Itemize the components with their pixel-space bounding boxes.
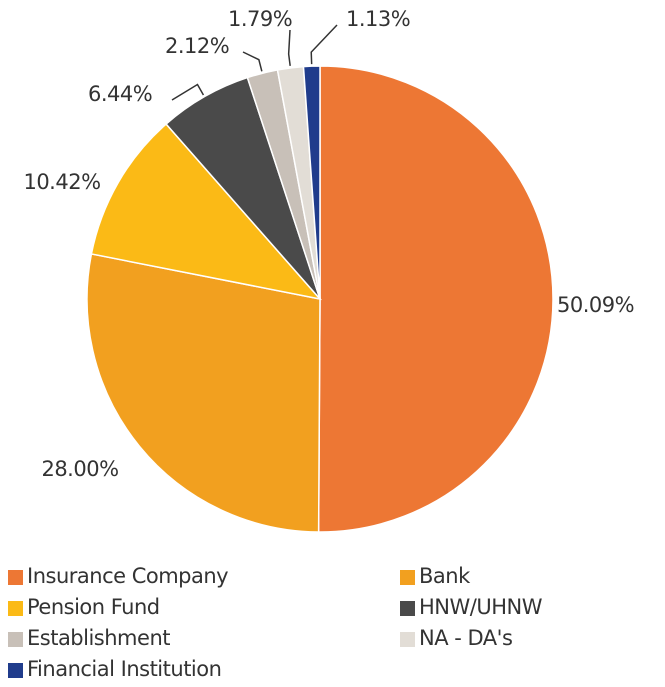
- legend-swatch: [400, 570, 415, 585]
- legend-label: Establishment: [27, 626, 170, 650]
- data-label: 10.42%: [23, 170, 100, 194]
- leader-line: [171, 83, 205, 101]
- legend-label: Financial Institution: [27, 657, 221, 681]
- pie-slice: [90, 122, 323, 301]
- legend-label: Bank: [419, 564, 471, 588]
- legend-label: Insurance Company: [27, 564, 228, 588]
- data-label: 1.13%: [346, 7, 410, 31]
- legend-swatch: [8, 663, 23, 678]
- legend-swatch: [8, 570, 23, 585]
- leader-line: [242, 51, 263, 72]
- pie-slice: [86, 253, 321, 533]
- legend-swatch: [400, 601, 415, 616]
- data-label: 6.44%: [88, 82, 152, 106]
- data-label: 1.79%: [228, 7, 292, 31]
- legend-swatch: [8, 601, 23, 616]
- legend-label: Pension Fund: [27, 595, 160, 619]
- leader-line: [287, 29, 291, 66]
- leader-line: [310, 24, 338, 65]
- data-label: 28.00%: [41, 457, 118, 481]
- legend-label: NA - DA's: [419, 626, 512, 650]
- legend-swatch: [400, 632, 415, 647]
- legend-swatch: [8, 632, 23, 647]
- pie-slice: [317, 65, 554, 533]
- legend-label: HNW/UHNW: [419, 595, 543, 619]
- pie-slice: [302, 65, 321, 300]
- data-label: 2.12%: [165, 34, 229, 58]
- data-label: 50.09%: [557, 293, 634, 317]
